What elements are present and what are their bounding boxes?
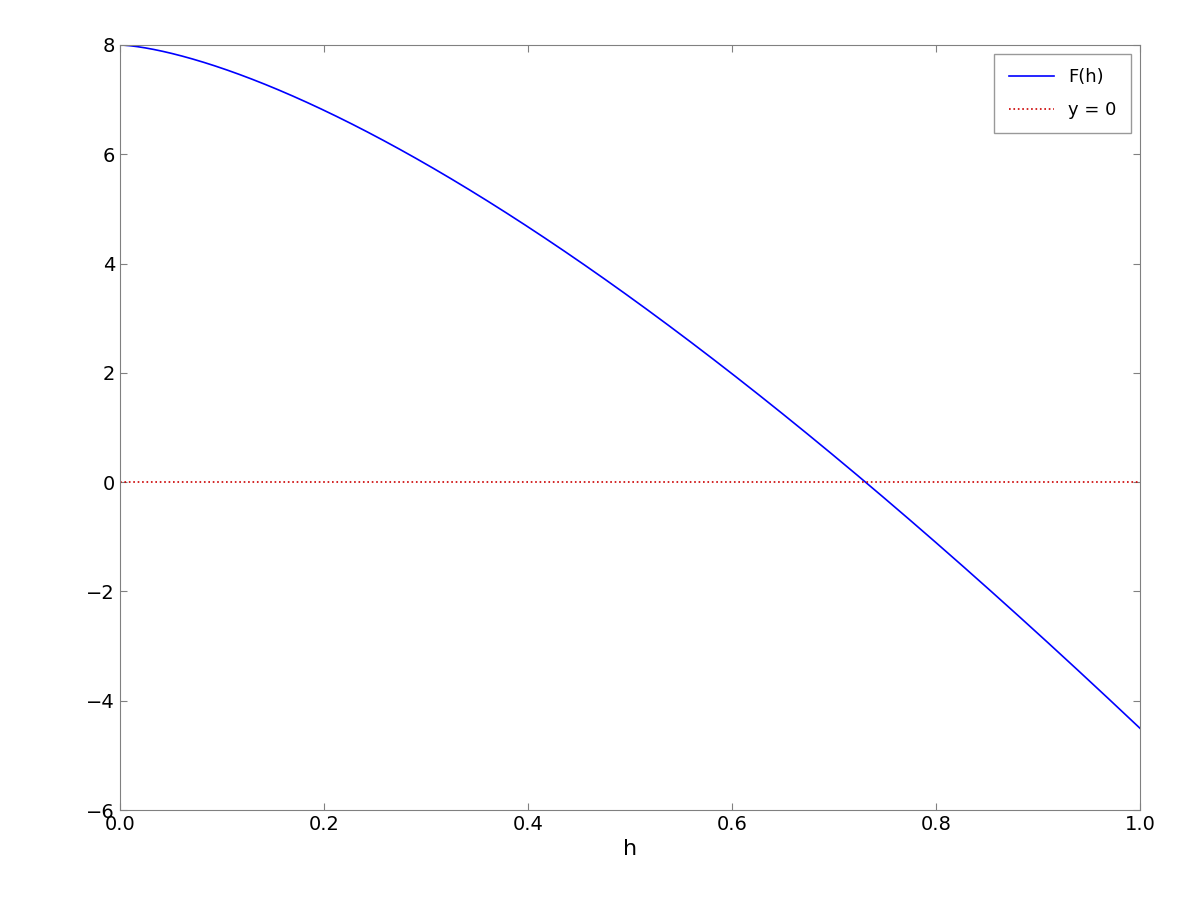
Legend: F(h), y = 0: F(h), y = 0	[994, 54, 1130, 133]
X-axis label: h: h	[623, 840, 637, 860]
F(h)	[217, 64, 232, 75]
F(h)	[1133, 723, 1147, 734]
F(h)	[562, 249, 576, 260]
F(h)	[926, 536, 941, 546]
F(h)	[526, 224, 540, 235]
F(h)	[814, 439, 828, 450]
F(h)	[908, 519, 923, 530]
F(h)	[113, 40, 127, 50]
Line: F(h): F(h)	[120, 45, 1140, 728]
